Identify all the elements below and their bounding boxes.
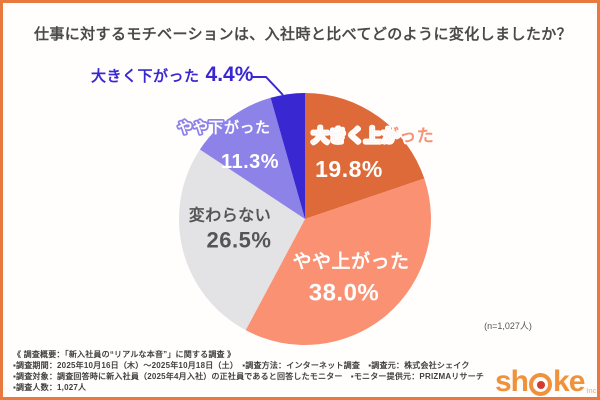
logo-text-left: sh <box>495 365 529 398</box>
survey-detail-line: ▪調査対象：調査回答時に新入社員（2025年4月入社）の正社員であると回答したモ… <box>13 372 485 381</box>
pie-slice-3 <box>199 97 305 219</box>
pie-svg: 大きく上がった大きく上がった19.8%やや上がった38.0%変わらない26.5%… <box>176 76 436 345</box>
logo-a-mark <box>529 373 553 396</box>
pie-slice-2 <box>179 149 305 331</box>
survey-detail-line: ▪調査人数：1,027人 <box>13 383 87 392</box>
survey-detail-line: ▪調査期間：2025年10月16日（木）～2025年10月18日（土） ▪調査方… <box>13 361 470 370</box>
slice-label-1: やや上がった <box>292 250 409 273</box>
logo-suffix: Inc. <box>586 388 599 395</box>
logo-dot <box>536 380 545 389</box>
slice-pct-0: 19.8% <box>315 156 383 182</box>
pie-slice-1 <box>245 178 431 345</box>
sample-size-note: (n=1,027人) <box>484 321 532 331</box>
slice-label-2: 変わらない <box>189 206 272 225</box>
slice-pct-2: 26.5% <box>207 228 272 253</box>
survey-details: 《 調査概要：「新入社員の“リアルな本音”」に関する調査 》 ▪調査期間：202… <box>13 349 485 393</box>
slice-label-0-outline: 大きく上がった <box>312 126 435 146</box>
page-title: 仕事に対するモチベーションは、入社時と比べてどのように変化しましたか？ <box>33 26 573 43</box>
survey-detail-line: 《 調査概要：「新入社員の“リアルな本音”」に関する調査 》 <box>13 350 236 359</box>
callout-greatly-decreased: 大きく下がった 4.4% <box>91 63 253 87</box>
shake-logo: sh ke Inc. <box>495 355 599 398</box>
slice-pct-1: 38.0% <box>309 280 380 307</box>
logo-text-right: ke <box>553 365 585 398</box>
pie-slice-4 <box>270 93 305 219</box>
slice-label-3: やや下がった <box>177 119 270 137</box>
slice-pct-3: 11.3% <box>221 151 279 173</box>
callout-label: 大きく下がった <box>91 68 200 85</box>
pie-chart: 大きく上がった 大きく上がった 19.8% やや上がった 38.0% 変わらない 26.5%… <box>3 53 597 353</box>
callout-value: 4.4% <box>205 63 254 86</box>
logo-text: sh ke <box>495 365 585 398</box>
callout-leader-line <box>251 76 284 96</box>
pie-slice-0 <box>305 93 425 219</box>
